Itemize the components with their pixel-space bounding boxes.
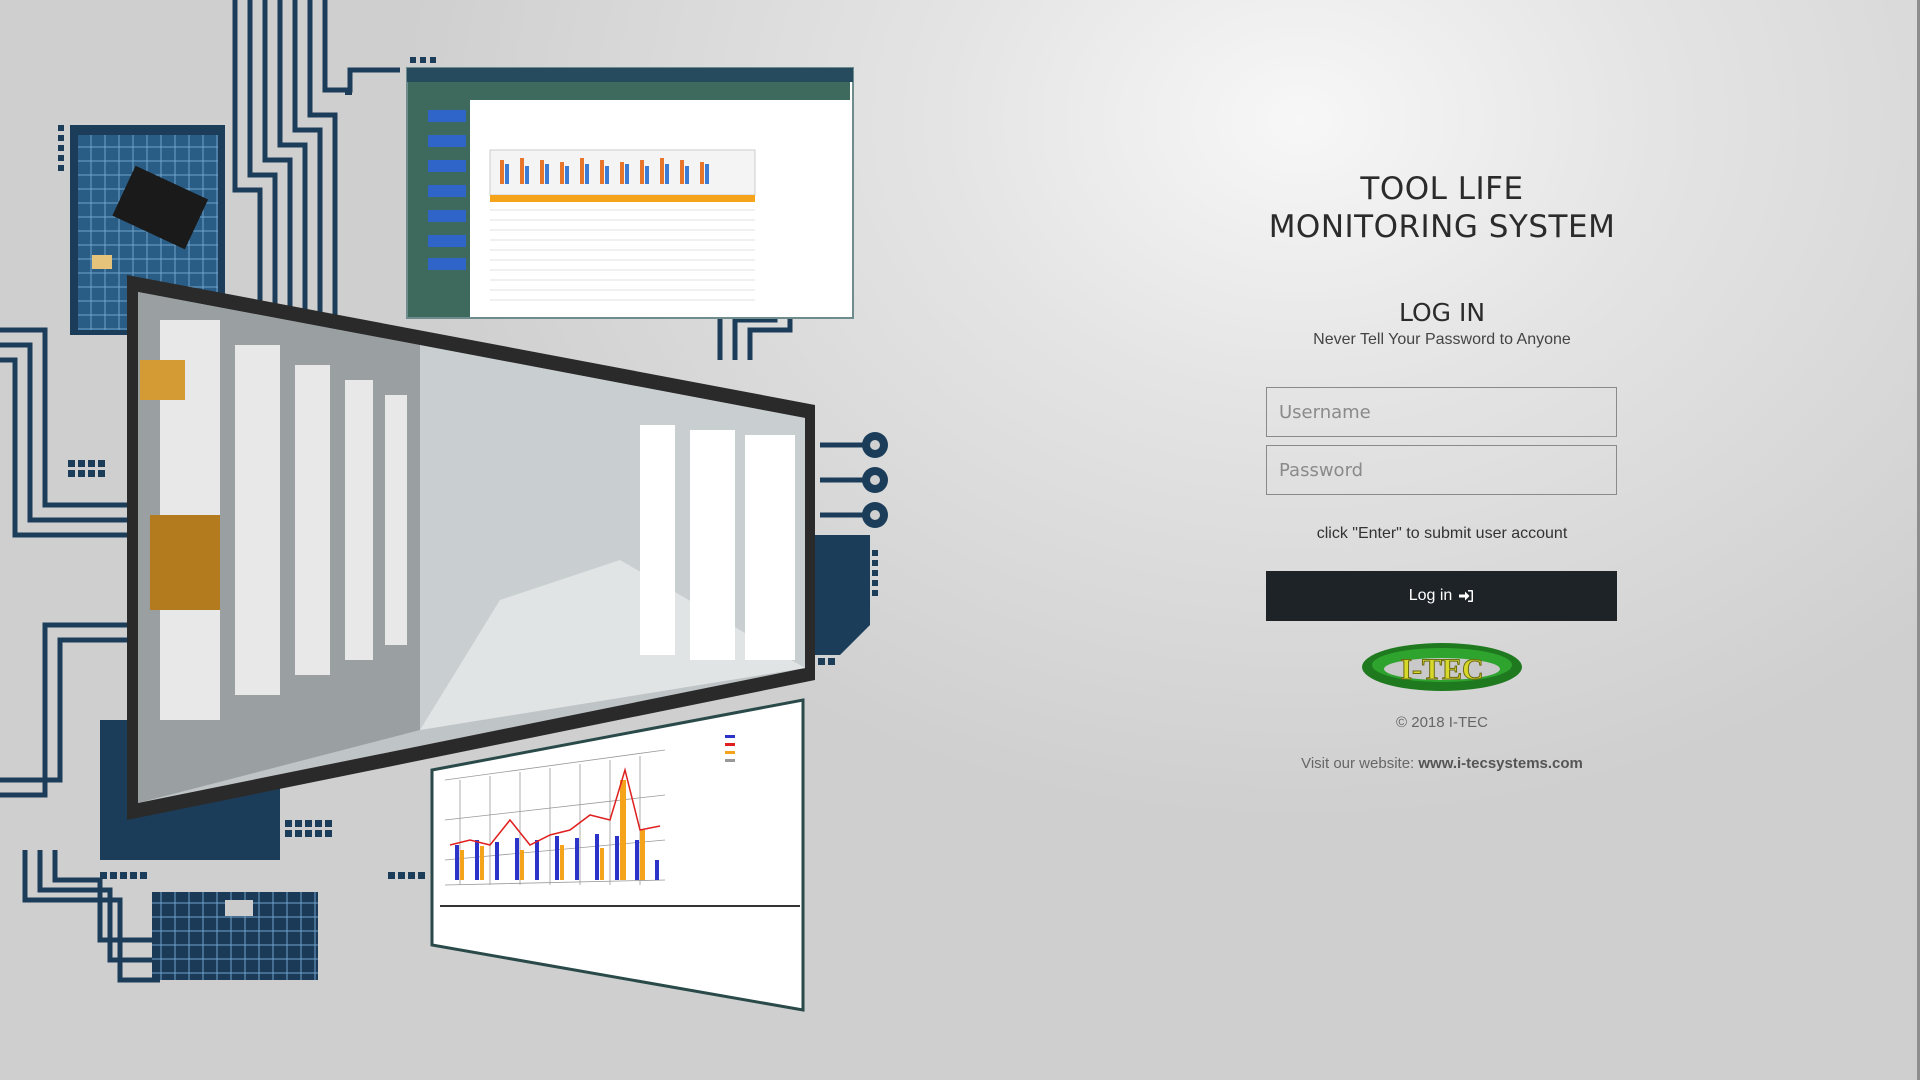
- username-input[interactable]: [1266, 387, 1617, 437]
- login-panel: TOOL LIFE MONITORING SYSTEM LOG IN Never…: [1266, 170, 1618, 772]
- website-prefix: Visit our website:: [1301, 755, 1415, 772]
- svg-text:I-TEC: I-TEC: [1400, 653, 1483, 686]
- app-title: TOOL LIFE MONITORING SYSTEM: [1266, 170, 1618, 246]
- login-heading: LOG IN: [1398, 298, 1486, 327]
- login-button[interactable]: Log in: [1266, 571, 1617, 621]
- submit-hint: click "Enter" to submit user account: [1316, 525, 1568, 542]
- password-input[interactable]: [1266, 445, 1617, 495]
- right-edge-strip: [1917, 0, 1920, 1080]
- hero-collage: [0, 0, 888, 1012]
- login-subheading: Never Tell Your Password to Anyone: [1313, 331, 1571, 348]
- website-line: Visit our website: www.i-tecsystems.com: [1266, 755, 1618, 772]
- login-button-label: Log in: [1408, 587, 1453, 604]
- app-title-line1: TOOL LIFE: [1360, 171, 1524, 207]
- sign-in-icon: [1459, 590, 1474, 602]
- app-title-line2: MONITORING SYSTEM: [1268, 209, 1616, 245]
- website-link[interactable]: www.i-tecsystems.com: [1418, 755, 1583, 772]
- i-tec-logo: I-TEC: [1362, 643, 1522, 691]
- copyright-text: © 2018 I-TEC: [1396, 714, 1488, 731]
